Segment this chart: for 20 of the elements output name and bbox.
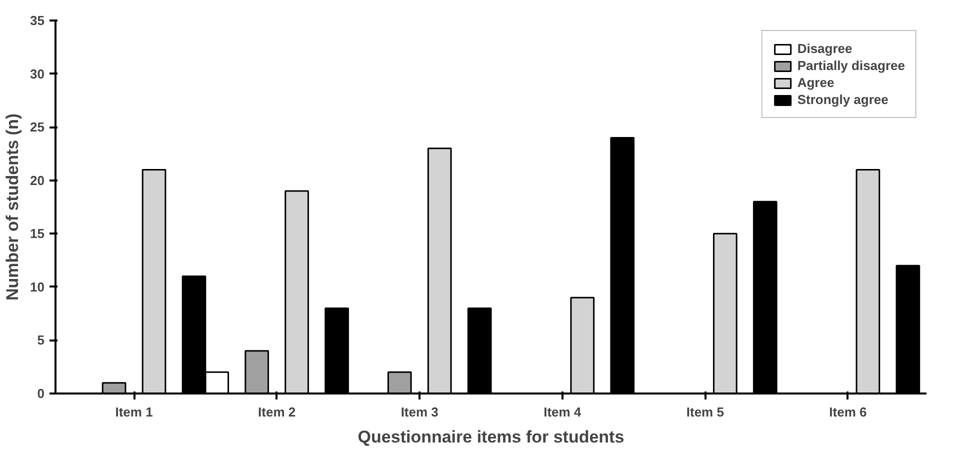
y-tick-label: 15	[30, 226, 45, 242]
y-tick-label: 20	[30, 172, 45, 188]
legend-label: Strongly agree	[797, 92, 888, 107]
x-tick-label: Item 1	[115, 404, 153, 420]
y-tick-label: 35	[30, 13, 45, 28]
y-tick-label: 25	[30, 120, 45, 135]
x-tick-label: Item 4	[544, 404, 582, 420]
x-tick-label: Item 6	[829, 404, 867, 420]
legend-label: Disagree	[797, 41, 852, 56]
x-tick-label: Item 3	[400, 404, 438, 420]
y-tick-label: 30	[30, 66, 45, 82]
x-axis-title: Questionnaire items for students	[358, 428, 624, 446]
y-tick-label: 0	[37, 386, 45, 401]
legend-label: Agree	[797, 75, 834, 90]
x-tick-label: Item 5	[686, 404, 724, 420]
x-tick-label: Item 2	[258, 404, 296, 420]
legend-label: Partially disagree	[797, 58, 905, 73]
y-axis-title: Number of students (n)	[3, 113, 22, 300]
y-tick-label: 5	[37, 332, 45, 348]
y-tick-label: 10	[30, 279, 45, 294]
